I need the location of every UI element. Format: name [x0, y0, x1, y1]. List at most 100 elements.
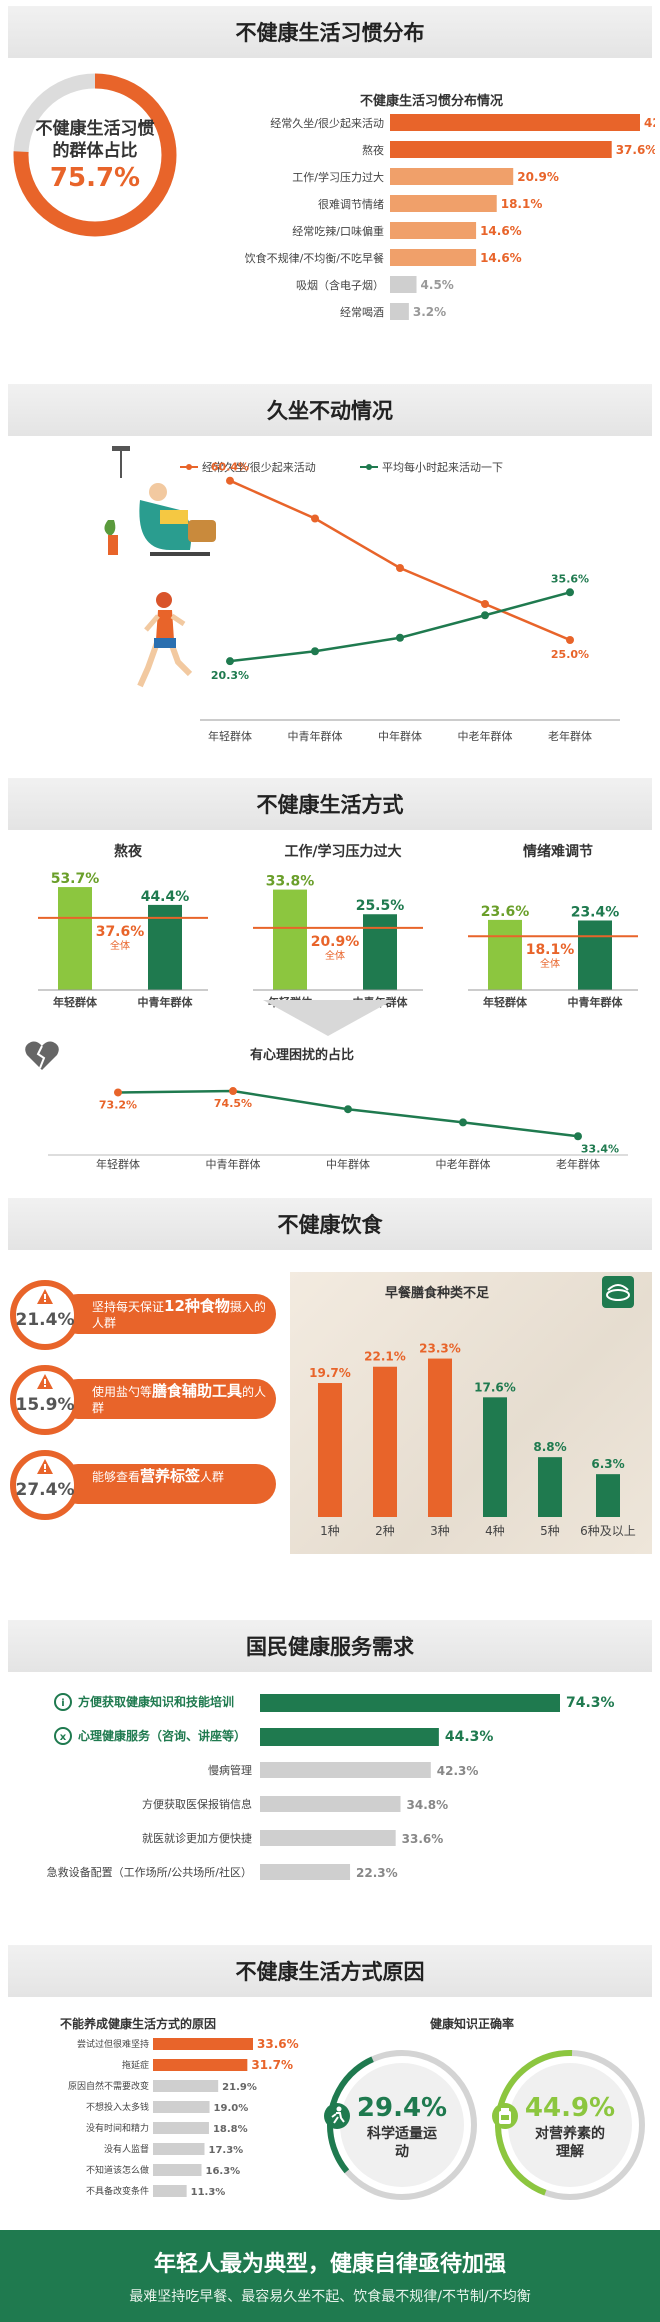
- service-bar: [260, 1830, 396, 1846]
- runner-icon: [324, 2103, 350, 2129]
- service-bar: [260, 1864, 351, 1880]
- habits-chart-title: 不健康生活习惯分布情况: [360, 94, 504, 109]
- distress-x-label: 中老年群体: [436, 1157, 491, 1170]
- x-tick-label: 中年群体: [378, 729, 422, 743]
- ring-chart: 不健康生活习惯 的群体占比 75.7%: [10, 70, 180, 240]
- habit-bar: [390, 168, 514, 185]
- distress-point: [114, 1088, 122, 1097]
- section-title-diet: 不健康饮食: [8, 1198, 652, 1250]
- reason-value-label: 21.9%: [222, 2082, 257, 2093]
- reason-bar: [153, 2101, 210, 2113]
- nutrition-bottle-icon: [492, 2103, 518, 2129]
- overall-label-bg: [313, 931, 357, 962]
- breakfast-x-label: 5种: [540, 1524, 560, 1538]
- section-title-reasons: 不健康生活方式原因: [8, 1945, 652, 1997]
- value-young: 33.8%: [266, 874, 315, 890]
- reason-label: 原因自然不需要改变: [68, 2080, 149, 2092]
- x-tick-label: 老年群体: [548, 729, 592, 743]
- diet-stat-value: 27.4%: [15, 1480, 75, 1500]
- habit-label: 经常喝酒: [340, 306, 384, 319]
- legend-label-sedentary: 经常久坐/很少起来活动: [202, 460, 316, 474]
- service-value-label: 33.6%: [402, 1832, 444, 1846]
- habit-value-label: 14.6%: [480, 224, 522, 238]
- icon-glyph: x: [60, 1732, 67, 1743]
- breakfast-bar: [373, 1366, 397, 1517]
- habit-value-label: 18.1%: [501, 197, 543, 211]
- x-tick-label: 中老年群体: [458, 729, 513, 743]
- data-point: [311, 514, 319, 523]
- value-mid: 25.5%: [356, 898, 405, 914]
- distress-point: [459, 1118, 467, 1127]
- warning-icon: [36, 1288, 54, 1306]
- exercise-label: 科学适量运动: [367, 2126, 437, 2160]
- breakfast-bar: [428, 1358, 452, 1517]
- service-value-label: 74.3%: [566, 1695, 615, 1711]
- habit-value-label: 37.6%: [616, 143, 655, 157]
- breakfast-value-label: 22.1%: [364, 1350, 406, 1364]
- bar-young: [488, 919, 522, 990]
- data-point: [396, 564, 404, 572]
- habit-label: 经常吃辣/口味偏重: [292, 224, 384, 238]
- habit-value-label: 42.4%: [644, 116, 655, 130]
- nutrition-label: 对营养素的理解: [535, 2126, 605, 2160]
- diet-stat-text: 使用盐勺等膳食辅助工具的人群: [92, 1382, 267, 1415]
- data-label: 35.6%: [551, 572, 589, 585]
- breakfast-bar-chart: 19.7% 1种 22.1% 2种 23.3% 3种 17.6% 4种 8.8% 5种 6.3% 6种…: [309, 1342, 636, 1538]
- service-label: 急救设备配置（工作场所/公共场所/社区）: [47, 1865, 252, 1879]
- breakfast-value-label: 23.3%: [419, 1342, 461, 1356]
- value-overall: 37.6%: [96, 924, 145, 940]
- service-label: 方便获取医保报销信息: [142, 1797, 252, 1811]
- label-young: 年轻群体: [483, 995, 528, 1009]
- reason-label: 没有时间和精力: [86, 2122, 149, 2134]
- section-title-lifestyle: 不健康生活方式: [8, 778, 652, 830]
- warning-icon: [36, 1458, 54, 1476]
- habit-value-label: 4.5%: [421, 278, 454, 292]
- label-mid: 中青年群体: [568, 995, 624, 1009]
- value-mid: 44.4%: [141, 889, 190, 905]
- reason-bar: [153, 2038, 253, 2050]
- habit-bar: [390, 141, 612, 158]
- value-mid: 23.4%: [571, 904, 620, 920]
- service-value-label: 22.3%: [356, 1866, 398, 1880]
- habit-bar: [390, 222, 477, 239]
- section-title-habits: 不健康生活习惯分布: [8, 6, 652, 58]
- data-point: [566, 636, 574, 644]
- service-value-label: 34.8%: [407, 1798, 449, 1812]
- data-label: 60.4%: [211, 461, 249, 474]
- reasons-chart-title: 不能养成健康生活方式的原因: [60, 2017, 217, 2031]
- reason-label: 不知道该怎么做: [86, 2164, 149, 2176]
- habit-bar: [390, 276, 417, 293]
- reason-bar: [153, 2122, 209, 2134]
- people-icon: [54, 1727, 72, 1745]
- service-label: 方便获取健康知识和技能培训: [78, 1694, 234, 1709]
- section-title-sedentary: 久坐不动情况: [8, 384, 652, 436]
- habit-label: 很难调节情绪: [318, 197, 384, 211]
- data-label: 20.3%: [211, 669, 249, 682]
- value-overall: 20.9%: [311, 934, 360, 950]
- reason-value-label: 31.7%: [251, 2058, 293, 2072]
- sedentary-line-chart: 经常久坐/很少起来活动 平均每小时起来活动一下 60.4% 25.0% 20.3% 35.…: [180, 460, 620, 743]
- distress-label: 33.4%: [581, 1142, 619, 1155]
- breakfast-photo-panel: 早餐膳食种类不足 19.7% 1种 22.1% 2种 23.3% 3种 17.6% 4种 8.8…: [290, 1272, 652, 1554]
- breakfast-bar: [318, 1383, 342, 1517]
- data-point: [311, 647, 319, 656]
- reason-value-label: 17.3%: [208, 2145, 243, 2156]
- habit-bar: [390, 195, 497, 212]
- breakfast-x-label: 4种: [485, 1524, 505, 1538]
- habit-label: 熬夜: [362, 143, 384, 157]
- habit-label: 饮食不规律/不均衡/不吃早餐: [245, 251, 384, 265]
- reason-value-label: 33.6%: [257, 2037, 299, 2051]
- service-bar: [260, 1728, 439, 1746]
- service-value-label: 42.3%: [437, 1764, 479, 1778]
- section-title-service: 国民健康服务需求: [8, 1620, 652, 1672]
- breakfast-value-label: 6.3%: [591, 1457, 624, 1471]
- diet-stats: 21.4% 坚持每天保证12种食物摄入的人群 15.9% 使用盐勺等膳食辅助工具的人群…: [10, 1280, 280, 1540]
- breakfast-chart-title: 早餐膳食种类不足: [385, 1286, 490, 1301]
- label-mid: 中青年群体: [138, 995, 194, 1009]
- overall-label-bg: [98, 921, 142, 952]
- distress-label: 73.2%: [99, 1098, 137, 1111]
- overall-label-bg: [528, 940, 572, 971]
- overall-label: 全体: [110, 939, 130, 952]
- bar-mid: [578, 920, 612, 990]
- footer-subline: 最难坚持吃早餐、最容易久坐不起、饮食最不规律/不节制/不均衡: [129, 2289, 531, 2305]
